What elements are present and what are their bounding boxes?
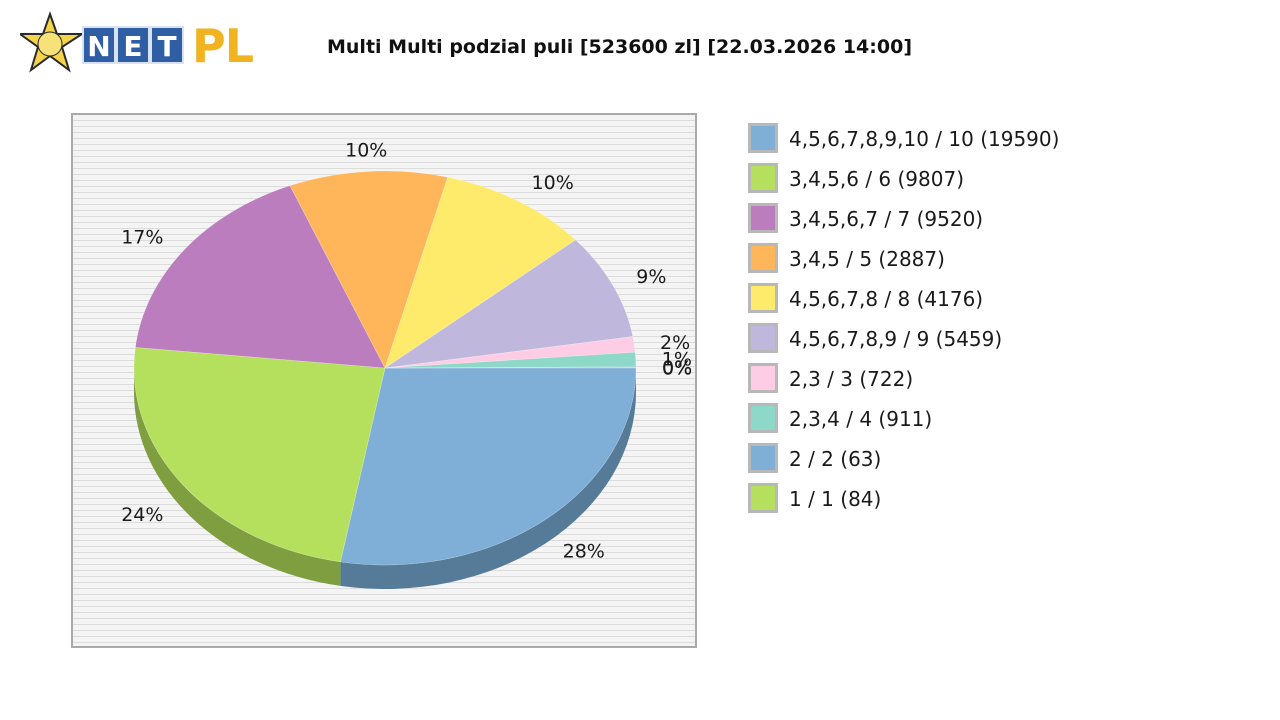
slice-percent-label: 10% — [345, 140, 387, 162]
slice-percent-label: 0% — [662, 357, 692, 379]
pie-slice-8 — [384, 351, 637, 369]
pie-slice-4 — [289, 170, 449, 369]
slice-percent-label: 17% — [121, 227, 163, 249]
logo-pl: PL — [192, 19, 254, 73]
pie-slice-3 — [135, 185, 386, 369]
legend-swatch — [748, 443, 778, 473]
legend-label: 4,5,6,7,8 / 8 (4176) — [789, 287, 984, 311]
legend-label: 3,4,5,6 / 6 (9807) — [789, 167, 965, 191]
logo-letter-e: E — [116, 26, 150, 64]
legend-swatch — [748, 323, 778, 353]
pie-slice-10 — [384, 367, 637, 369]
legend-label: 4,5,6,7,8,9 / 9 (5459) — [789, 327, 1003, 351]
logo-letter-t: T — [150, 26, 184, 64]
slice-percent-label: 2% — [660, 332, 690, 354]
pie-slice-5 — [384, 176, 577, 369]
legend-label: 3,4,5 / 5 (2887) — [789, 247, 945, 271]
legend-swatch — [748, 283, 778, 313]
legend-swatch — [748, 203, 778, 233]
lotto-star-badge-icon — [20, 10, 84, 73]
pie-slice-9 — [384, 366, 637, 369]
legend-label: 1 / 1 (84) — [789, 487, 882, 511]
chart-title: Multi Multi podzial puli [523600 zl] [22… — [327, 36, 913, 58]
pie-slice-2 — [133, 347, 386, 563]
slice-percent-label: 28% — [563, 540, 605, 562]
plot-area: 28% 24% 17% 10% 10% 9% 2% 1% 0% 0% — [71, 113, 697, 648]
legend-swatch — [748, 163, 778, 193]
legend-swatch — [748, 483, 778, 513]
legend-label: 2,3,4 / 4 (911) — [789, 407, 933, 431]
slice-percent-label: 24% — [121, 504, 163, 526]
pie-slice-7 — [384, 336, 636, 369]
legend-label: 4,5,6,7,8,9,10 / 10 (19590) — [789, 127, 1060, 151]
legend-label: 3,4,5,6,7 / 7 (9520) — [789, 207, 984, 231]
legend-label: 2,3 / 3 (722) — [789, 367, 914, 391]
pie-chart: 28%24%17%10%10%9%2%1%0%0% — [121, 140, 692, 589]
slice-percent-label: 1% — [662, 349, 692, 371]
legend-swatch — [748, 123, 778, 153]
legend-swatch — [748, 403, 778, 433]
slice-percent-label: 10% — [532, 172, 574, 194]
slice-percent-label: 9% — [636, 266, 666, 288]
legend-label: 2 / 2 (63) — [789, 447, 882, 471]
legend-swatch — [748, 363, 778, 393]
pie-slice-side-1 — [340, 368, 636, 589]
pie-slice-6 — [384, 239, 634, 369]
slice-percent-label: 0% — [662, 358, 692, 380]
netpl-logo: N E T PL — [20, 10, 270, 73]
pie-slice-side-2 — [134, 368, 341, 586]
legend-swatch — [748, 243, 778, 273]
pie-slice-1 — [340, 367, 637, 566]
logo-letter-n: N — [82, 26, 116, 64]
